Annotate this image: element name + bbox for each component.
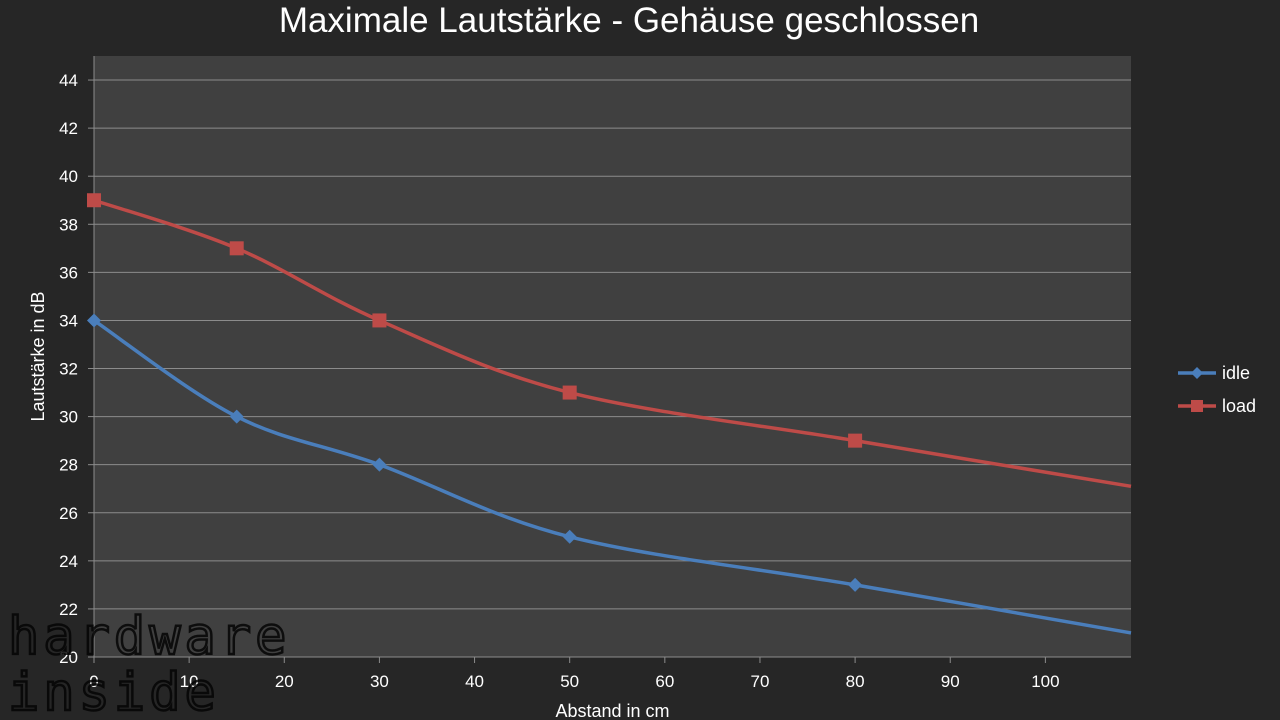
y-tick-labels: 20 22 24 26 28 30 32 34 36 38 40 42 44 xyxy=(59,71,78,667)
y-tick-label: 26 xyxy=(59,504,78,523)
y-tick-label: 22 xyxy=(59,600,78,619)
x-tick-labels: 0 10 20 30 40 50 60 70 80 90 100 xyxy=(89,672,1059,691)
x-tick-label: 10 xyxy=(180,672,199,691)
x-tick-label: 90 xyxy=(941,672,960,691)
legend-marker-load xyxy=(1191,400,1203,412)
data-point-idle xyxy=(87,313,101,328)
y-tick-label: 24 xyxy=(59,552,78,571)
data-point-idle xyxy=(848,577,863,592)
y-tick-label: 30 xyxy=(59,408,78,427)
y-axis-title: Lautstärke in dB xyxy=(28,291,48,421)
x-tick-label: 40 xyxy=(465,672,484,691)
chart-title: Maximale Lautstärke - Gehäuse geschlosse… xyxy=(278,1,980,40)
series-line-idle xyxy=(93,318,1132,635)
legend-label-idle: idle xyxy=(1222,363,1250,383)
y-tick-label: 34 xyxy=(59,311,78,330)
y-tick-label: 40 xyxy=(59,167,78,186)
hardware-inside-logo: hardware inside xyxy=(8,608,290,716)
y-tick-label: 32 xyxy=(59,360,78,379)
logo-text-line2: inside xyxy=(8,663,220,716)
x-tick-label: 80 xyxy=(846,672,865,691)
data-point-load xyxy=(372,313,387,328)
x-tick-label: 100 xyxy=(1031,672,1059,691)
series-layer xyxy=(87,193,1132,635)
gridlines xyxy=(88,56,1131,663)
legend: idle load xyxy=(1178,363,1256,416)
data-point-load xyxy=(229,241,244,256)
legend-marker-idle xyxy=(1191,367,1203,379)
y-tick-label: 36 xyxy=(59,263,78,282)
data-point-load xyxy=(87,193,101,208)
y-tick-label: 44 xyxy=(59,71,78,90)
x-tick-label: 60 xyxy=(655,672,674,691)
y-tick-label: 38 xyxy=(59,215,78,234)
data-point-idle xyxy=(229,409,244,424)
plot-area xyxy=(94,56,1131,657)
y-tick-label: 42 xyxy=(59,119,78,138)
x-axis-title: Abstand in cm xyxy=(555,701,669,720)
x-tick-label: 70 xyxy=(751,672,770,691)
x-tick-label: 20 xyxy=(275,672,294,691)
x-tick-label: 0 xyxy=(89,672,98,691)
y-tick-label: 28 xyxy=(59,456,78,475)
logo-text-line1: hardware xyxy=(8,608,290,667)
x-tick-label: 30 xyxy=(370,672,389,691)
legend-label-load: load xyxy=(1222,396,1256,416)
y-tick-label: 20 xyxy=(59,648,78,667)
data-point-idle xyxy=(372,457,387,472)
x-tick-label: 50 xyxy=(560,672,579,691)
data-point-load xyxy=(562,385,577,400)
data-point-idle xyxy=(562,529,577,544)
data-point-load xyxy=(848,433,863,448)
